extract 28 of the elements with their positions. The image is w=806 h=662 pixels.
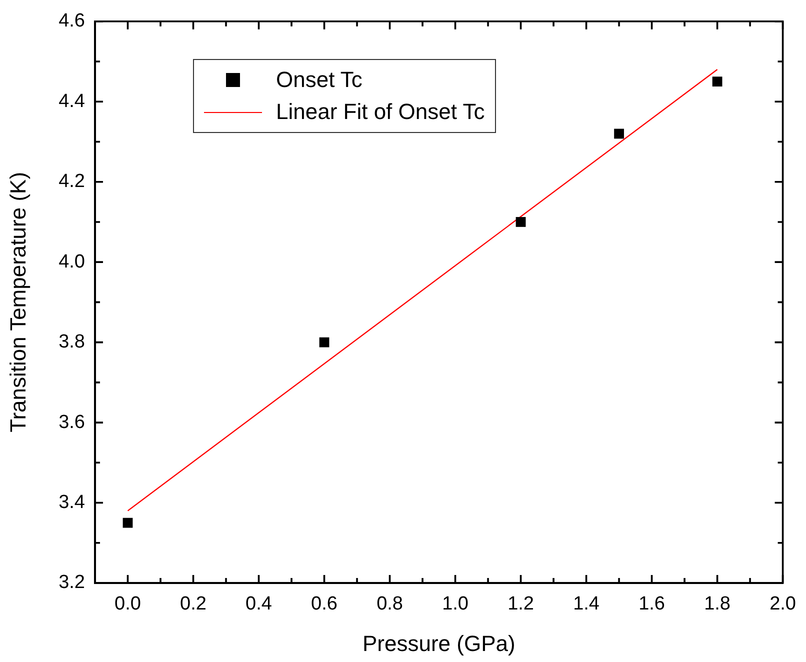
y-tick-label: 3.2 — [58, 572, 85, 594]
y-tick-label: 4.6 — [58, 10, 85, 32]
y-tick-label: 3.8 — [58, 332, 85, 353]
point — [122, 518, 133, 528]
point — [712, 76, 722, 87]
x-axis-title: Pressure (GPa) — [362, 630, 516, 656]
legend-label: Linear Fit of Onset Tc — [276, 98, 485, 126]
point — [516, 217, 526, 227]
x-tick-label: 0.2 — [180, 594, 206, 615]
y-tick-label: 4.2 — [58, 171, 85, 192]
x-tick-label: 0.8 — [376, 594, 403, 615]
x-tick-label: 1.0 — [442, 594, 468, 615]
y-tick-label: 3.6 — [58, 412, 85, 433]
x-tick-label: 0.6 — [311, 594, 338, 615]
y-tick-label: 4.4 — [58, 90, 86, 112]
x-tick-label: 1.6 — [638, 594, 665, 615]
y-tick-label: 4.0 — [58, 251, 85, 272]
x-tick-label: 0.4 — [246, 594, 272, 615]
x-tick-label: 1.4 — [573, 594, 600, 615]
y-axis-title: Transition Temperature (K) — [5, 172, 30, 432]
x-tick-label: 1.8 — [704, 594, 730, 615]
point — [319, 337, 330, 348]
x-tick-label: 2.0 — [770, 594, 796, 615]
point — [614, 128, 624, 139]
x-tick-label: 1.2 — [508, 594, 534, 615]
x-tick-label: 0.0 — [114, 594, 141, 615]
y-tick-label: 3.4 — [58, 492, 86, 514]
legend-label: Onset Tc — [276, 66, 362, 94]
